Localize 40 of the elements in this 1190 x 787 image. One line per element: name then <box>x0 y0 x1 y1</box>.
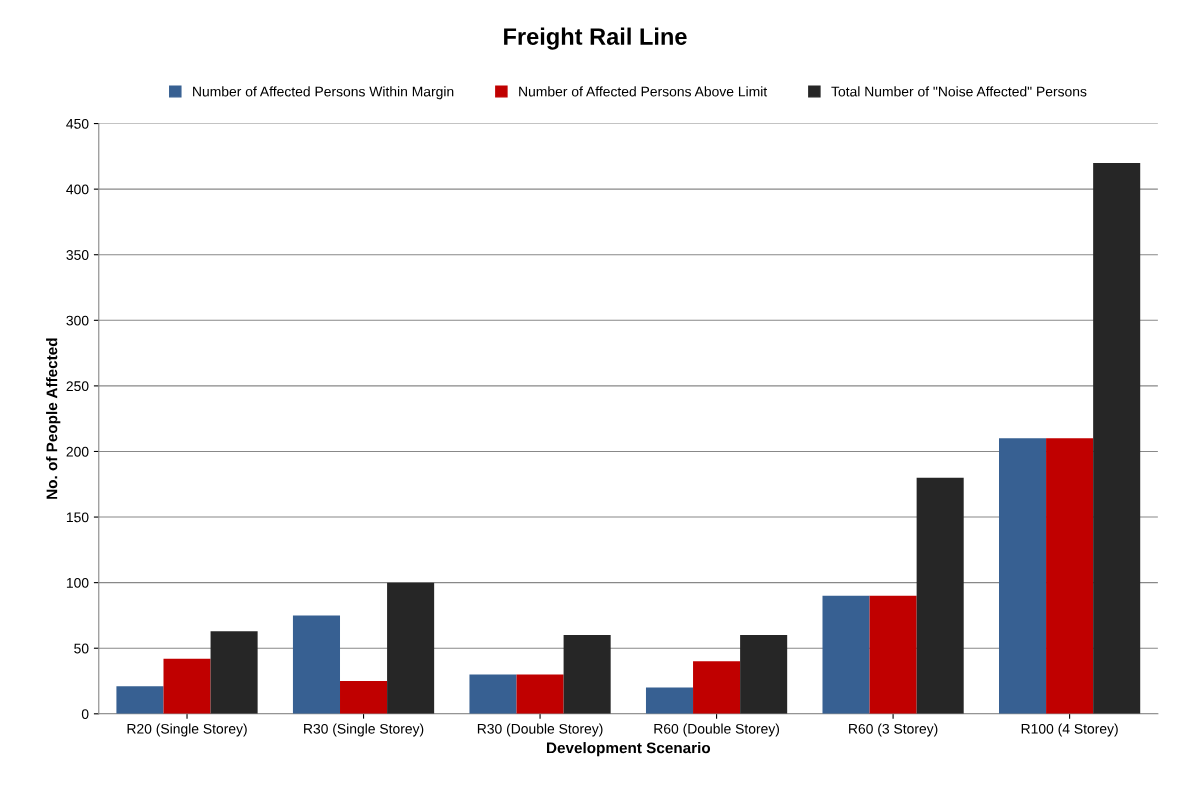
bar <box>740 635 788 714</box>
x-tick-label: R20 (Single Storey) <box>127 723 247 737</box>
legend-label: Number of Affected Persons Within Margin <box>193 86 454 100</box>
y-tick-label: 400 <box>66 184 89 195</box>
bar <box>1093 162 1141 714</box>
bar <box>387 582 435 714</box>
y-tick-label: 300 <box>66 315 89 326</box>
bar <box>1046 438 1094 714</box>
y-axis-title: No. of People Affected <box>46 338 61 499</box>
x-axis-title: Development Scenario <box>546 742 711 757</box>
x-tick-label: R100 (4 Storey) <box>1021 723 1118 737</box>
bar <box>163 658 211 714</box>
x-tick-label: R30 (Double Storey) <box>477 723 603 737</box>
bar <box>999 438 1047 714</box>
bar <box>822 595 870 714</box>
y-tick-label: 0 <box>81 709 89 719</box>
legend-label: Number of Affected Persons Above Limit <box>519 86 768 97</box>
y-tick-label: 250 <box>66 381 89 392</box>
bar <box>210 631 258 714</box>
bar <box>116 686 164 714</box>
bar <box>916 477 964 714</box>
bar <box>340 681 388 714</box>
x-tick-label: R60 (Double Storey) <box>654 723 780 737</box>
y-tick-label: 100 <box>66 577 89 588</box>
bar <box>469 674 517 714</box>
bar <box>645 687 694 714</box>
bar <box>693 661 741 714</box>
y-tick-label: 450 <box>66 118 89 129</box>
chart-title: Freight Rail Line <box>504 27 687 50</box>
y-tick-label: 150 <box>66 512 89 523</box>
bar <box>869 595 917 714</box>
legend-label: Total Number of "Noise Affected" Persons <box>831 86 1087 97</box>
y-tick-label: 200 <box>66 446 89 457</box>
x-tick-label: R60 (3 Storey) <box>849 723 938 737</box>
bar <box>292 615 341 714</box>
y-tick-label: 50 <box>74 643 89 654</box>
bar <box>516 674 564 714</box>
y-tick-label: 350 <box>66 250 89 260</box>
bar <box>563 635 611 714</box>
x-tick-label: R30 (Single Storey) <box>304 723 424 737</box>
